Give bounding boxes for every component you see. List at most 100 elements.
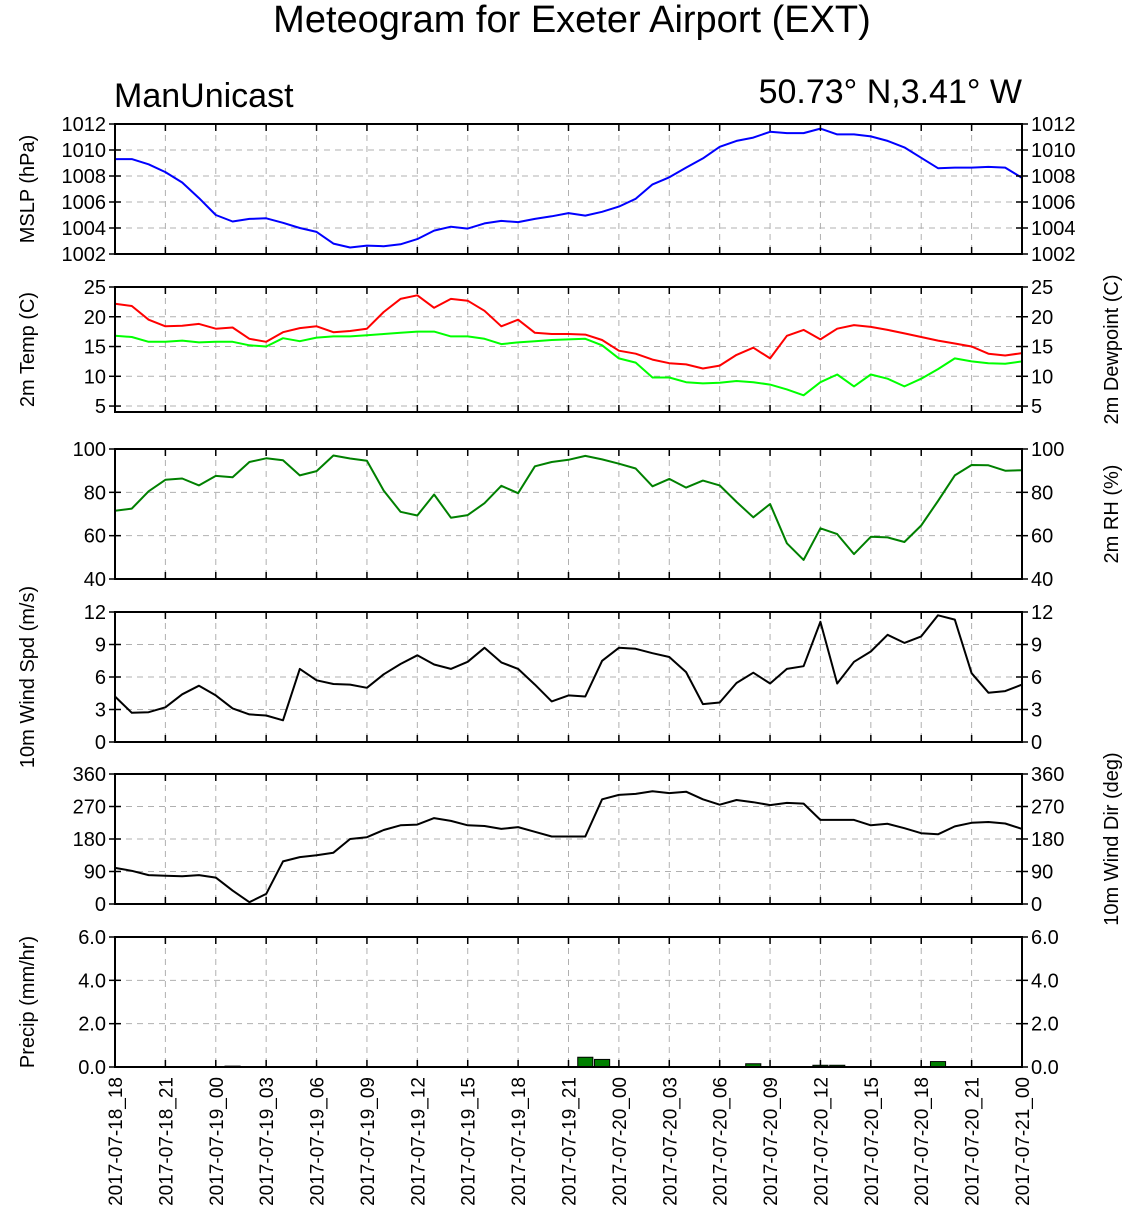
y-tick-label-left: 2.0 <box>78 1014 106 1036</box>
wdir-ylabel-right: 10m Wind Dir (deg) <box>1101 752 1123 925</box>
y-tick-label-right: 60 <box>1031 526 1053 548</box>
y-tick-label-left: 0 <box>95 732 106 754</box>
y-tick-label-left: 1010 <box>62 140 107 162</box>
y-tick-label-left: 10 <box>84 366 106 388</box>
x-tick-label: 2017-07-19_03 <box>257 1077 278 1206</box>
temp-series-1-line <box>114 330 1023 397</box>
x-tick-label: 2017-07-20_15 <box>862 1077 883 1206</box>
y-tick-label-right: 270 <box>1031 797 1064 819</box>
x-tick-label: 2017-07-20_12 <box>811 1077 832 1206</box>
y-tick-label-right: 90 <box>1031 862 1053 884</box>
y-tick-label-right: 12 <box>1031 602 1053 624</box>
y-tick-label-left: 3 <box>95 700 106 722</box>
y-tick-label-right: 9 <box>1031 635 1042 657</box>
y-tick-label-left: 20 <box>84 307 106 329</box>
temp-ylabel-right: 2m Dewpoint (C) <box>1101 274 1123 424</box>
mslp-series-0-line <box>115 127 1023 249</box>
x-tick-label: 2017-07-19_15 <box>459 1077 480 1206</box>
chart-title: Meteogram for Exeter Airport (EXT) <box>273 0 871 41</box>
y-tick-label-right: 3 <box>1031 700 1042 722</box>
y-tick-label-right: 20 <box>1031 307 1053 329</box>
precip-bar <box>577 1056 594 1068</box>
x-tick-label: 2017-07-21_00 <box>1013 1077 1034 1206</box>
y-tick-label-right: 15 <box>1031 337 1053 359</box>
y-tick-label-right: 1010 <box>1031 140 1076 162</box>
y-tick-label-left: 1002 <box>62 244 107 266</box>
y-tick-label-left: 40 <box>84 569 106 591</box>
x-tick-label: 2017-07-20_03 <box>660 1077 681 1206</box>
y-tick-label-right: 6 <box>1031 667 1042 689</box>
y-tick-label-left: 180 <box>73 829 106 851</box>
y-tick-label-right: 1008 <box>1031 166 1076 188</box>
wspd-ylabel-left: 10m Wind Spd (m/s) <box>17 586 39 768</box>
x-tick-label: 2017-07-19_21 <box>560 1077 581 1206</box>
y-tick-label-right: 4.0 <box>1031 970 1059 992</box>
model-name: ManUnicast <box>114 77 294 115</box>
mslp-ylabel-left: MSLP (hPa) <box>17 135 39 244</box>
y-tick-label-right: 1012 <box>1031 114 1076 136</box>
y-tick-label-right: 6.0 <box>1031 927 1059 949</box>
y-tick-label-right: 360 <box>1031 764 1064 786</box>
y-tick-label-right: 0 <box>1031 732 1042 754</box>
temp-frame <box>114 286 1023 413</box>
y-tick-label-right: 25 <box>1031 277 1053 299</box>
y-tick-label-left: 1008 <box>62 166 107 188</box>
y-tick-label-left: 9 <box>95 635 106 657</box>
panel-rh: 40 40 60 60 80 80 100 100 2m RH (%) <box>73 439 1123 591</box>
panel-precip: 0.0 0.0 2.0 2.0 4.0 4.0 6.0 6.0 Precip (mm/hr) <box>17 927 1059 1079</box>
panel-wspd: 0 0 3 3 6 6 9 9 12 12 10m Wind Spd (m/s) <box>17 586 1053 768</box>
y-tick-label-right: 180 <box>1031 829 1064 851</box>
x-tick-label: 2017-07-18_21 <box>156 1077 177 1206</box>
precip-bar <box>594 1058 611 1068</box>
panel-mslp: 1002 1002 1004 1004 1006 1006 1008 1008 1010 1010… <box>17 114 1076 266</box>
y-tick-label-left: 1006 <box>62 192 107 214</box>
y-tick-label-left: 1012 <box>62 114 107 136</box>
station-coordinates: 50.73° N,3.41° W <box>759 73 1022 111</box>
x-tick-label: 2017-07-19_09 <box>358 1077 379 1206</box>
panel-temp: 5 5 10 10 15 15 20 20 25 25 2m Temp (C) 2m Dewpoint… <box>17 274 1123 424</box>
y-tick-label-left: 1004 <box>62 218 107 240</box>
x-tick-label: 2017-07-20_18 <box>912 1077 933 1206</box>
rh-ylabel-right: 2m RH (%) <box>1101 465 1123 564</box>
y-tick-label-left: 270 <box>73 797 106 819</box>
y-tick-label-right: 10 <box>1031 366 1053 388</box>
y-tick-label-left: 25 <box>84 277 106 299</box>
y-tick-label-right: 1006 <box>1031 192 1076 214</box>
x-tick-label: 2017-07-19_00 <box>207 1077 228 1206</box>
x-tick-label: 2017-07-20_00 <box>610 1077 631 1206</box>
y-tick-label-right: 80 <box>1031 482 1053 504</box>
precip-ylabel-left: Precip (mm/hr) <box>17 936 39 1068</box>
wdir-series-0-line <box>114 790 1023 904</box>
x-tick-label: 2017-07-18_18 <box>106 1077 127 1206</box>
x-tick-label: 2017-07-19_06 <box>308 1077 329 1206</box>
y-tick-label-left: 100 <box>73 439 106 461</box>
y-tick-label-left: 4.0 <box>78 970 106 992</box>
y-tick-label-right: 2.0 <box>1031 1014 1059 1036</box>
y-tick-label-left: 12 <box>84 602 106 624</box>
y-tick-label-left: 360 <box>73 764 106 786</box>
rh-series-0-line <box>114 454 1023 561</box>
temp-series-0-line <box>114 294 1023 370</box>
y-tick-label-right: 40 <box>1031 569 1053 591</box>
y-tick-label-left: 90 <box>84 862 106 884</box>
x-tick-label: 2017-07-20_06 <box>711 1077 732 1206</box>
y-tick-label-left: 15 <box>84 337 106 359</box>
wspd-series-0-line <box>114 614 1023 722</box>
y-tick-label-left: 6 <box>95 667 106 689</box>
y-tick-label-right: 100 <box>1031 439 1064 461</box>
y-tick-label-left: 0 <box>95 894 106 916</box>
y-tick-label-left: 60 <box>84 526 106 548</box>
x-tick-label: 2017-07-20_21 <box>963 1077 984 1206</box>
x-tick-label: 2017-07-19_18 <box>509 1077 530 1206</box>
temp-ylabel-left: 2m Temp (C) <box>17 292 39 407</box>
y-tick-label-right: 5 <box>1031 396 1042 418</box>
y-tick-label-left: 80 <box>84 482 106 504</box>
panel-wdir: 0 0 90 90 180 180 270 270 360 360 10m Wind Dir (de… <box>73 752 1123 925</box>
y-tick-label-right: 0 <box>1031 894 1042 916</box>
y-tick-label-right: 0.0 <box>1031 1057 1059 1079</box>
x-tick-label: 2017-07-20_09 <box>761 1077 782 1206</box>
y-tick-label-right: 1002 <box>1031 244 1076 266</box>
y-tick-label-left: 5 <box>95 396 106 418</box>
